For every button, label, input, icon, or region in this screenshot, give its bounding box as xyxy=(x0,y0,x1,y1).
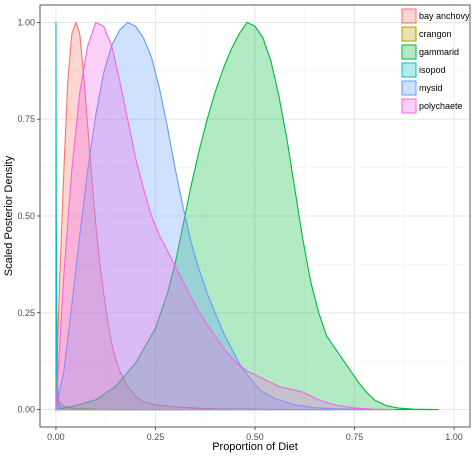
y-axis-title: Scaled Posterior Density xyxy=(3,155,15,276)
density-areas xyxy=(55,21,439,411)
legend-key-crangon xyxy=(401,26,417,42)
legend-label-crangon: crangon xyxy=(419,29,452,39)
y-tick-label: 1.00 xyxy=(17,17,35,27)
legend-label-mysid: mysid xyxy=(419,83,443,93)
density-area-bay-anchovy xyxy=(55,21,296,411)
axis-ticks: 0.00 0.25 0.50 0.75 1.00 0.00 0.25 0.50 0.75 1.00 xyxy=(17,17,462,442)
legend-label-gammarid: gammarid xyxy=(419,47,459,57)
legend-key-isopod xyxy=(401,62,417,78)
x-tick-label: 0.00 xyxy=(47,432,65,442)
y-tick-label: 0.25 xyxy=(17,308,35,318)
legend-key-bay-anchovy xyxy=(401,8,417,24)
legend-label-isopod: isopod xyxy=(419,65,446,75)
legend-key-mysid xyxy=(401,80,417,96)
x-tick-label: 0.50 xyxy=(246,432,264,442)
density-area-mysid xyxy=(55,21,375,411)
x-tick-label: 0.25 xyxy=(147,432,165,442)
y-tick-label: 0.75 xyxy=(17,114,35,124)
density-area-gammarid xyxy=(55,21,439,411)
legend-label-polychaete: polychaete xyxy=(419,101,463,111)
legend-label-bay-anchovy: bay anchovy xyxy=(419,11,470,21)
x-tick-label: 0.75 xyxy=(346,432,364,442)
y-tick-label: 0.00 xyxy=(17,405,35,415)
x-tick-label: 1.00 xyxy=(445,432,463,442)
legend: bay anchovy crangon gammarid isopod mysid pol… xyxy=(401,8,470,114)
legend-key-gammarid xyxy=(401,44,417,60)
x-axis-title: Proportion of Diet xyxy=(212,441,298,453)
density-area-polychaete xyxy=(55,21,395,411)
legend-key-polychaete xyxy=(401,98,417,114)
y-tick-label: 0.50 xyxy=(17,211,35,221)
